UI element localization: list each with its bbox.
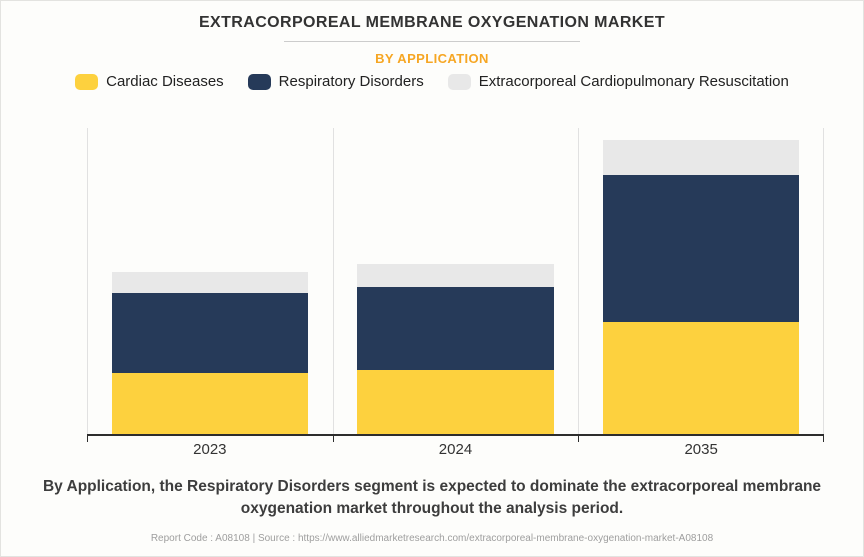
legend-item: Respiratory Disorders (247, 73, 424, 90)
bar-segment-2035-respiratory-disorders (602, 175, 800, 322)
bars-container (87, 128, 824, 434)
stacked-bar-2035 (602, 140, 800, 434)
bar-segment-2023-extracorporeal-cardiopulmonary-resuscitation (111, 272, 309, 293)
legend-label: Extracorporeal Cardiopulmonary Resuscita… (478, 73, 789, 90)
legend-label: Respiratory Disorders (278, 73, 424, 90)
title-divider (284, 41, 580, 42)
legend-label: Cardiac Diseases (106, 73, 224, 90)
x-axis (87, 434, 824, 442)
legend-item: Extracorporeal Cardiopulmonary Resuscita… (447, 73, 789, 90)
bar-segment-2024-extracorporeal-cardiopulmonary-resuscitation (357, 264, 554, 287)
bar-segment-2035-extracorporeal-cardiopulmonary-resuscitation (602, 140, 800, 175)
category-gridline (578, 128, 580, 434)
category-band-2035 (578, 128, 824, 434)
footer-source-text: Report Code : A08108 | Source : https://… (150, 533, 714, 544)
x-axis-tick (87, 436, 88, 442)
bar-segment-2024-respiratory-disorders (357, 287, 554, 370)
x-axis-tick (823, 436, 824, 442)
stacked-bar-2024 (357, 264, 554, 434)
category-gridline (332, 128, 334, 434)
category-band-2023 (87, 128, 333, 434)
legend: Cardiac Diseases Respiratory Disorders Ext… (1, 73, 863, 90)
x-tick-label-2024: 2024 (438, 441, 473, 458)
page-title: EXTRACORPOREAL MEMBRANE OXYGENATION MARK… (198, 14, 665, 31)
x-tick-label-2035: 2035 (684, 441, 718, 458)
bar-segment-2023-cardiac-diseases (111, 373, 309, 434)
legend-swatch-icon (75, 73, 99, 90)
bar-segment-2023-respiratory-disorders (111, 293, 309, 373)
stacked-bar-2023 (111, 272, 309, 434)
x-tick-label-2023: 2023 (193, 441, 227, 458)
legend-item: Cardiac Diseases (75, 73, 224, 90)
chart-annotation: By Application, the Respiratory Disorder… (42, 478, 822, 517)
x-axis-tick (578, 436, 580, 442)
category-gridline (87, 128, 88, 434)
bar-segment-2024-cardiac-diseases (357, 370, 554, 434)
category-gridline (823, 128, 824, 434)
bar-segment-2035-cardiac-diseases (602, 322, 800, 434)
legend-swatch-icon (447, 73, 471, 90)
category-band-2024 (333, 128, 579, 434)
x-axis-tick (332, 436, 334, 442)
chart-region: 2023 2024 2035 (1, 128, 863, 458)
x-axis-labels: 2023 2024 2035 (87, 436, 824, 458)
legend-swatch-icon (247, 73, 271, 90)
chart-header: EXTRACORPOREAL MEMBRANE OXYGENATION MARK… (1, 1, 863, 90)
plot-area (87, 128, 824, 434)
chart-subtitle: BY APPLICATION (375, 51, 489, 66)
